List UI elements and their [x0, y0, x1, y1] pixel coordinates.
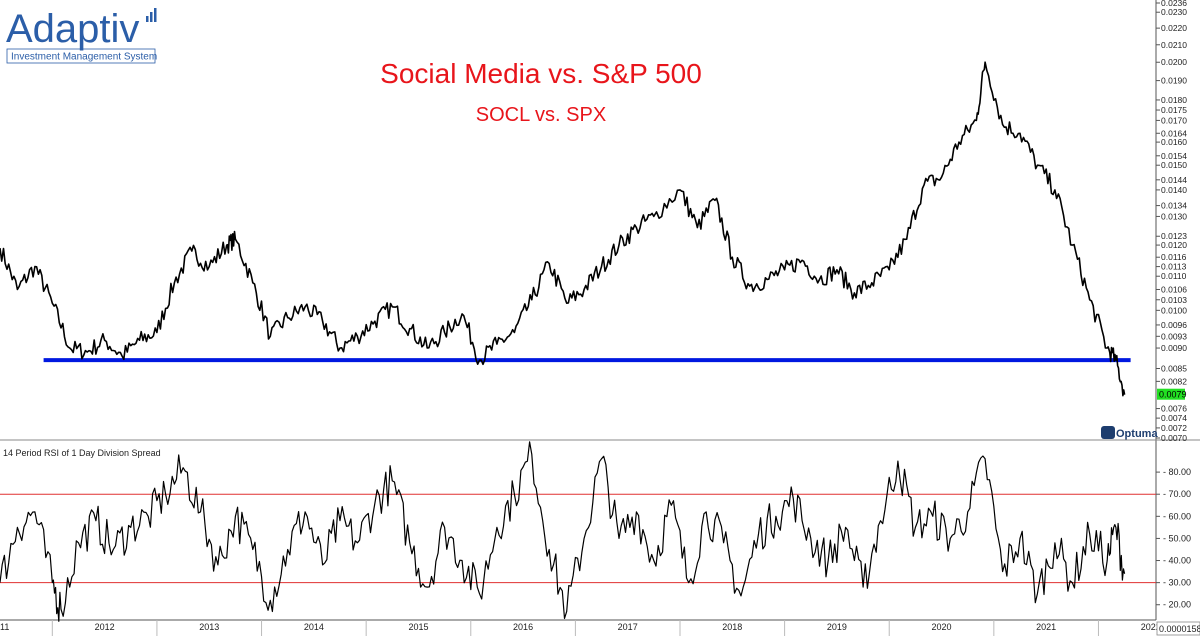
x-tick-label: 2014: [304, 622, 324, 632]
price-y-tick-label: 0.0230: [1161, 7, 1187, 17]
x-tick-label: 2018: [722, 622, 742, 632]
price-y-tick-label: 0.0210: [1161, 40, 1187, 50]
price-y-tick-label: 0.0220: [1161, 23, 1187, 33]
logo-wordmark: Adaptiv: [6, 7, 139, 51]
price-y-tick-label: 0.0160: [1161, 137, 1187, 147]
x-tick-label: 2017: [618, 622, 638, 632]
corner-readout: 0.0000158: [1159, 624, 1200, 634]
rsi-y-tick-label: - 20.00: [1163, 600, 1191, 610]
price-y-tick-label: 0.0093: [1161, 331, 1187, 341]
price-y-tick-label: 0.0113: [1161, 262, 1187, 272]
price-y-tick-label: 0.0106: [1161, 284, 1187, 294]
price-y-tick-label: 0.0085: [1161, 364, 1187, 374]
x-tick-label: 2016: [513, 622, 533, 632]
price-y-tick-label: 0.0190: [1161, 76, 1187, 86]
chart-title: Social Media vs. S&P 500: [380, 58, 702, 89]
rsi-y-tick-label: - 30.00: [1163, 578, 1191, 588]
price-y-tick-label: 0.0164: [1161, 128, 1187, 138]
price-series-line: [0, 61, 1126, 397]
rsi-panel-label: 14 Period RSI of 1 Day Division Spread: [3, 448, 161, 458]
logo-bars-icon: [146, 8, 157, 22]
optuma-logo-icon: [1101, 426, 1115, 439]
price-y-tick-label: 0.0096: [1161, 320, 1187, 330]
x-tick-label: 2020: [932, 622, 952, 632]
price-y-tick-label: 0.0180: [1161, 95, 1187, 105]
price-y-tick-label: 0.0140: [1161, 185, 1187, 195]
price-y-tick-label: 0.0236: [1161, 0, 1187, 8]
x-tick-label: 2019: [827, 622, 847, 632]
price-y-tick-label: 0.0090: [1161, 343, 1187, 353]
price-y-tick-label: 0.0130: [1161, 211, 1187, 221]
logo-tagline: Investment Management System: [11, 52, 157, 63]
corner-readout-box: [1156, 621, 1200, 636]
chart-subtitle: SOCL vs. SPX: [476, 104, 606, 126]
x-tick-label: 2013: [199, 622, 219, 632]
rsi-y-tick-label: - 70.00: [1163, 489, 1191, 499]
price-y-tick-label: 0.0175: [1161, 105, 1187, 115]
price-y-tick-label: 0.0082: [1161, 376, 1187, 386]
price-y-tick-label: 0.0074: [1161, 413, 1187, 423]
price-y-tick-label: 0.0076: [1161, 404, 1187, 414]
logo-tagline-box: [6, 48, 156, 64]
logo: Adaptiv Investment Management System: [6, 7, 157, 64]
price-y-tick-label: 0.0200: [1161, 57, 1187, 67]
optuma-watermark: Optuma: [1101, 426, 1158, 440]
price-y-tick-label: 0.0120: [1161, 240, 1187, 250]
price-y-tick-label: 0.0110: [1161, 271, 1187, 281]
price-y-tick-label: 0.0150: [1161, 160, 1187, 170]
price-y-tick-label: 0.0072: [1161, 423, 1187, 433]
last-value-label: 0.0079: [1159, 390, 1187, 400]
price-y-tick-label: 0.0144: [1161, 175, 1187, 185]
price-y-tick-label: 0.0170: [1161, 115, 1187, 125]
price-y-tick-label: 0.0116: [1161, 252, 1187, 262]
rsi-y-tick-label: - 40.00: [1163, 556, 1191, 566]
rsi-y-tick-label: - 60.00: [1163, 511, 1191, 521]
price-y-tick-label: 0.0123: [1161, 231, 1187, 241]
x-tick-label: 2012: [95, 622, 115, 632]
time-x-axis: 2012 2013 2014 2015 2016 2017 2018 2019 2020 2021…: [51, 620, 1161, 636]
optuma-wordmark: Optuma: [1116, 428, 1158, 440]
price-y-tick-label: 0.0134: [1161, 201, 1187, 211]
rsi-series-line: [0, 441, 1126, 622]
price-y-tick-label: 0.0100: [1161, 305, 1187, 315]
rsi-y-axis: - 20.00 - 30.00 - 40.00 - 50.00 - 60.00 - 70.…: [1156, 467, 1191, 610]
price-y-tick-label: 0.0154: [1161, 151, 1187, 161]
price-y-tick-label: 0.0103: [1161, 295, 1187, 305]
x-left-edge-label: 11: [0, 622, 9, 632]
x-tick-label: 2015: [408, 622, 428, 632]
rsi-y-tick-label: - 50.00: [1163, 533, 1191, 543]
x-tick-label: 2022: [1141, 622, 1161, 632]
last-value-badge: 0.0079: [1157, 388, 1187, 400]
rsi-y-tick-label: - 80.00: [1163, 467, 1191, 477]
x-tick-label: 2021: [1036, 622, 1056, 632]
price-y-tick-label: 0.0070: [1161, 433, 1187, 443]
